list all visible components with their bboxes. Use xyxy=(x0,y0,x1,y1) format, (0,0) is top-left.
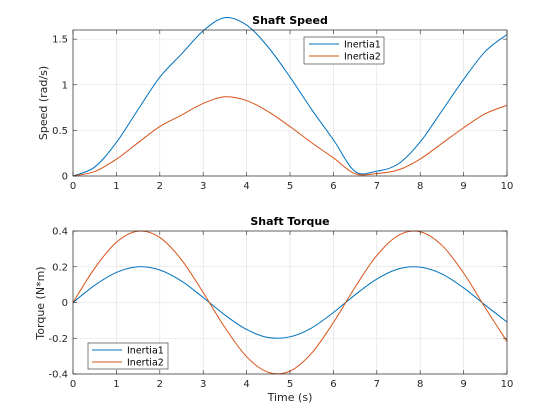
x-tick-label: 3 xyxy=(200,181,206,192)
torque-subplot: 0 1 2 3 4 5 6 7 8 9 10 -0.4 -0.2 0 0.2 0.4 Shaft Torqu… xyxy=(34,215,513,404)
torque-x-axis-label: Time (s) xyxy=(267,391,313,404)
torque-title: Shaft Torque xyxy=(250,215,329,228)
speed-legend-label-inertia1: Inertia1 xyxy=(344,40,381,51)
y-tick-label: 0 xyxy=(62,172,68,183)
x-tick-label: 5 xyxy=(287,379,293,390)
speed-y-ticks: 0 0.5 1 1.5 xyxy=(52,35,68,183)
y-tick-label: 1 xyxy=(62,80,68,91)
y-tick-label: 0.5 xyxy=(52,126,68,137)
y-tick-label: 1.5 xyxy=(52,35,68,46)
speed-subplot: 0 1 2 3 4 5 6 7 8 9 10 0 0.5 1 1.5 Shaft Speed Speed … xyxy=(37,14,513,192)
y-tick-label: 0 xyxy=(62,298,68,309)
x-tick-label: 7 xyxy=(374,181,380,192)
speed-frame xyxy=(72,29,508,177)
x-tick-label: 8 xyxy=(417,379,423,390)
x-tick-label: 9 xyxy=(460,181,466,192)
x-tick-label: 0 xyxy=(70,379,76,390)
torque-legend: Inertia1 Inertia2 xyxy=(87,342,169,370)
speed-legend-box xyxy=(303,36,385,65)
x-tick-label: 7 xyxy=(374,379,380,390)
torque-series-inertia1 xyxy=(72,266,508,339)
torque-legend-label-inertia2: Inertia2 xyxy=(127,358,164,369)
speed-lines xyxy=(72,16,508,177)
torque-x-ticks: 0 1 2 3 4 5 6 7 8 9 10 xyxy=(70,379,514,390)
speed-title: Shaft Speed xyxy=(252,14,328,27)
x-tick-label: 4 xyxy=(243,379,249,390)
speed-series-inertia2 xyxy=(72,96,508,177)
x-tick-label: 2 xyxy=(157,379,163,390)
x-tick-label: 3 xyxy=(200,379,206,390)
x-tick-label: 4 xyxy=(243,181,249,192)
torque-legend-box xyxy=(87,342,169,370)
y-tick-label: -0.2 xyxy=(48,334,68,345)
x-tick-label: 0 xyxy=(70,181,76,192)
x-tick-label: 10 xyxy=(501,379,514,390)
speed-legend: Inertia1 Inertia2 xyxy=(303,36,385,65)
torque-frame xyxy=(72,230,508,375)
x-tick-label: 8 xyxy=(417,181,423,192)
x-tick-label: 6 xyxy=(330,379,336,390)
speed-y-axis-label: Speed (rad/s) xyxy=(37,66,50,140)
y-tick-label: 0.4 xyxy=(52,227,68,238)
x-tick-label: 6 xyxy=(330,181,336,192)
y-tick-label: 0.2 xyxy=(52,262,68,273)
axes-frame xyxy=(72,29,508,177)
x-tick-label: 9 xyxy=(460,379,466,390)
speed-x-ticks: 0 1 2 3 4 5 6 7 8 9 10 xyxy=(70,181,514,192)
x-tick-label: 10 xyxy=(501,181,514,192)
x-tick-label: 1 xyxy=(113,181,119,192)
x-tick-label: 1 xyxy=(113,379,119,390)
torque-y-axis-label: Torque (N*m) xyxy=(34,266,47,340)
y-tick-label: -0.4 xyxy=(48,370,68,381)
speed-series-inertia1 xyxy=(72,16,508,177)
speed-legend-label-inertia2: Inertia2 xyxy=(344,52,381,63)
torque-legend-label-inertia1: Inertia1 xyxy=(127,346,164,357)
x-tick-label: 2 xyxy=(157,181,163,192)
torque-y-ticks: -0.4 -0.2 0 0.2 0.4 xyxy=(48,227,68,381)
axes-frame xyxy=(72,230,508,375)
x-tick-label: 5 xyxy=(287,181,293,192)
